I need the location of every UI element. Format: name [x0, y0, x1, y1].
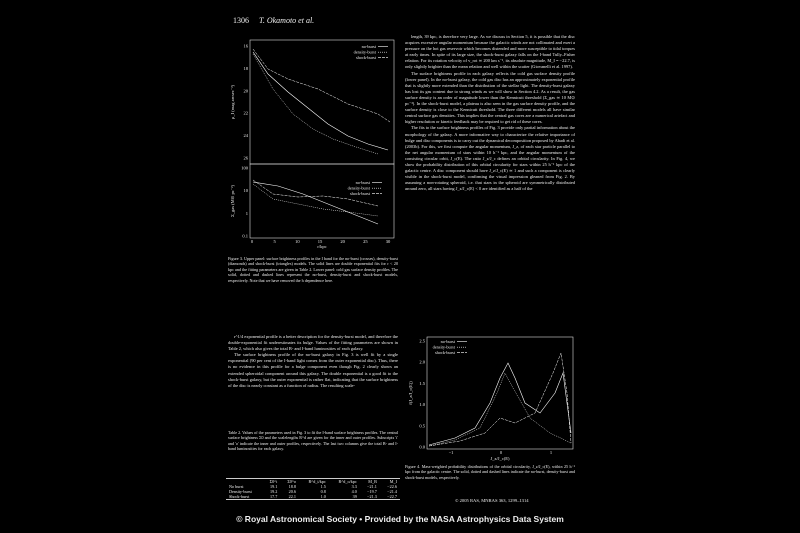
table-row: No burst 19.1 18.8 1.5 3.3 −21.1 −22.6: [226, 484, 400, 489]
y-tick-label: 18: [244, 66, 249, 71]
y-tick-label: 0.5: [419, 423, 425, 428]
x-tick-label: 15: [318, 239, 323, 244]
table-cell: 39: [352, 494, 357, 499]
paragraph: The surface brightness profile in each g…: [405, 70, 575, 125]
y-tick-label: 0.1: [242, 234, 248, 239]
table-cell: −22.6: [387, 484, 397, 489]
legend-label: no-burst: [356, 180, 371, 185]
figure-4: f(J_z/J_c(E)) J_z/J_c(E) 2.5 2.0 1.5 1.0 0.5…: [408, 336, 574, 461]
table-cell: 18.8: [288, 484, 296, 489]
right-column-text: length, 39 kpc, is therefore very large.…: [405, 34, 575, 192]
x-tick-label: 30: [386, 239, 391, 244]
table-cell: 4.0: [351, 489, 357, 494]
paragraph: The surface brightness profile of the no…: [228, 352, 398, 388]
column-header: R^d_i/kpc: [308, 479, 326, 484]
y-axis-label: Σ_gas (M⊙ pc⁻²): [230, 185, 235, 217]
y-tick-label: 2.0: [419, 360, 425, 365]
table-cell: 1.5: [320, 484, 326, 489]
paragraph: r^1/4 exponential profile is a better de…: [228, 334, 398, 352]
authors: T. Okamoto et al.: [259, 16, 315, 25]
table-cell: 1.0: [320, 494, 326, 499]
running-header: 1306 T. Okamoto et al.: [233, 16, 314, 25]
figure-3: μ_I (mag arcsec⁻²) Σ_gas (M⊙ pc⁻²) r/kpc…: [230, 39, 395, 249]
table-cell: −19.7: [367, 489, 377, 494]
table-2: Σ0^i Σ0^o R^d_i/kpc R^d_o/kpc M_B M_I No burst…: [226, 478, 400, 500]
y-tick-label: 10: [244, 188, 249, 193]
y-tick-label: 0.0: [419, 445, 425, 450]
table-cell: 3.3: [351, 484, 357, 489]
column-header: R^d_o/kpc: [338, 479, 357, 484]
y-axis-label: f(J_z/J_c(E)): [408, 381, 413, 405]
table-cell: 19.1: [269, 484, 278, 489]
x-tick-label: 0: [500, 450, 503, 455]
column-header: Σ0^i: [269, 479, 278, 484]
table-cell: −21.4: [387, 489, 397, 494]
table-cell: −22.7: [387, 494, 397, 499]
x-tick-label: 25: [363, 239, 368, 244]
table-cell: −21.3: [367, 494, 377, 499]
legend-label: density-burst: [433, 345, 456, 350]
y-tick-label: 20: [244, 88, 249, 93]
table-row: Density-burst 19.2 20.6 0.8 4.0 −19.7 −21.4: [226, 489, 400, 494]
legend-label: density-burst: [354, 50, 377, 55]
column-header: M_I: [389, 479, 397, 484]
y-tick-label: 26: [244, 156, 249, 161]
y-tick-label: 2.5: [419, 339, 425, 344]
table-cell: 0.8: [320, 489, 326, 494]
x-axis-label: J_z/J_c(E): [491, 456, 510, 461]
figure-3-caption: Figure 3. Upper panel: surface brightnes…: [228, 256, 398, 283]
ads-banner: © Royal Astronomical Society • Provided …: [236, 514, 564, 524]
legend-label: density-burst: [348, 186, 371, 191]
left-column-text: r^1/4 exponential profile is a better de…: [228, 334, 398, 389]
x-axis-label: r/kpc: [317, 244, 326, 249]
y-tick-label: 22: [244, 111, 249, 116]
header-row: Σ0^i Σ0^o R^d_i/kpc R^d_o/kpc M_B M_I: [226, 479, 400, 484]
table-row: Shock-burst 17.7 22.1 1.0 39 −21.3 −22.7: [226, 494, 400, 500]
y-tick-label: 1.0: [419, 402, 425, 407]
column-header: Σ0^o: [287, 479, 296, 484]
y-tick-label: 16: [244, 44, 249, 49]
table-2-caption: Table 2. Values of the parameters used i…: [228, 430, 398, 452]
x-tick-label: −1: [449, 450, 454, 455]
table-cell: 22.1: [288, 494, 296, 499]
x-tick-label: 1: [550, 450, 552, 455]
x-tick-label: 5: [274, 239, 277, 244]
paragraph: The fits to the surface brightness profi…: [405, 125, 575, 192]
figure-4-caption: Figure 4. Mass-weighted probability dist…: [405, 464, 575, 480]
x-tick-label: 0: [251, 239, 254, 244]
legend-label: no-burst: [362, 44, 377, 49]
y-axis-label: μ_I (mag arcsec⁻²): [230, 84, 235, 119]
table-cell: 20.6: [288, 489, 296, 494]
legend-label: shock-burst: [350, 191, 371, 196]
table-cell: 17.7: [269, 494, 278, 499]
y-tick-label: 1.5: [419, 381, 425, 386]
legend-label: shock-burst: [356, 55, 377, 60]
y-tick-label: 100: [241, 166, 249, 171]
x-tick-label: 10: [295, 239, 300, 244]
footer-copyright: © 2005 RAS, MNRAS 363, 1299–1314: [455, 498, 529, 503]
table-cell: No burst: [229, 484, 244, 489]
page-number: 1306: [233, 16, 249, 25]
y-tick-label: 24: [244, 133, 249, 138]
legend-label: shock-burst: [435, 350, 456, 355]
y-tick-label: 1: [246, 211, 248, 216]
table-cell: Shock-burst: [229, 494, 250, 499]
column-header: M_B: [368, 479, 377, 484]
x-tick-label: 20: [340, 239, 345, 244]
table-cell: 19.2: [269, 489, 278, 494]
legend-label: no-burst: [441, 339, 456, 344]
paragraph: length, 39 kpc, is therefore very large.…: [405, 34, 575, 70]
table-cell: Density-burst: [229, 489, 252, 494]
table-cell: −21.1: [367, 484, 377, 489]
